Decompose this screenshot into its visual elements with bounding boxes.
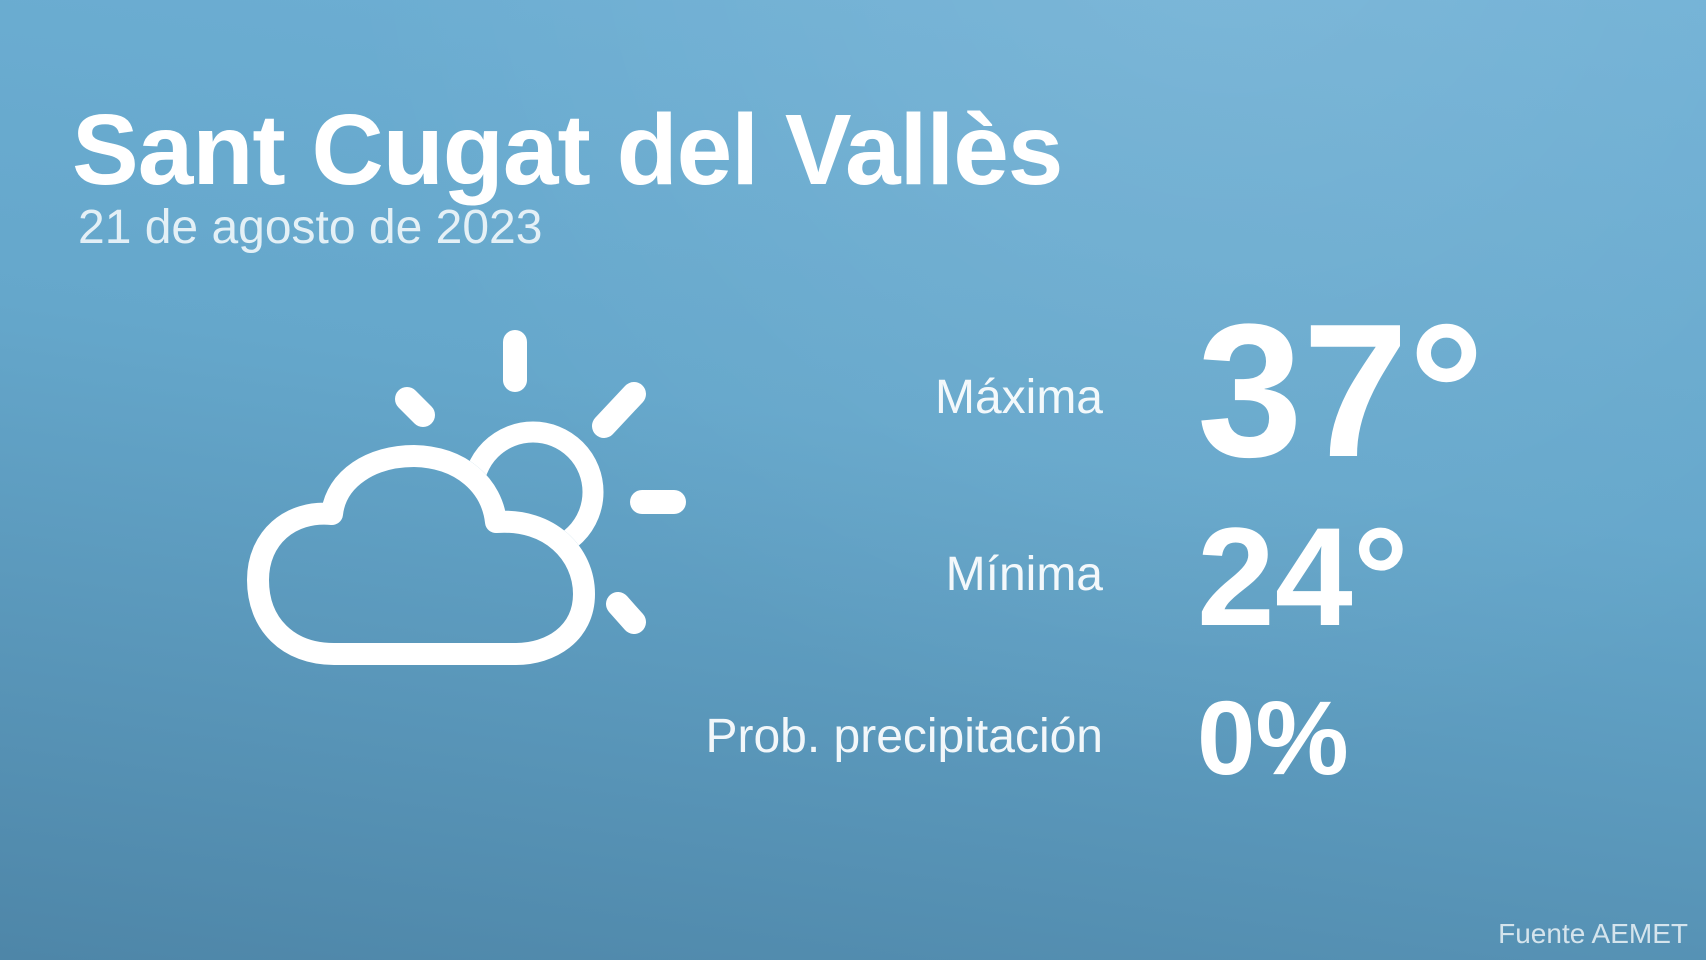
max-temp-value: 37° bbox=[1197, 285, 1485, 497]
source-credit: Fuente AEMET bbox=[1498, 918, 1688, 949]
max-temp-label: Máxima bbox=[934, 371, 1103, 424]
min-temp-label: Mínima bbox=[945, 548, 1103, 601]
precipitation-probability-label: Prob. precipitación bbox=[705, 710, 1103, 763]
sun-behind-cloud-icon bbox=[230, 292, 690, 672]
date-subtitle: 21 de agosto de 2023 bbox=[78, 201, 543, 254]
page-title: Sant Cugat del Vallès bbox=[72, 94, 1063, 206]
precipitation-probability-value: 0% bbox=[1197, 680, 1349, 797]
min-temp-value: 24° bbox=[1197, 498, 1409, 655]
